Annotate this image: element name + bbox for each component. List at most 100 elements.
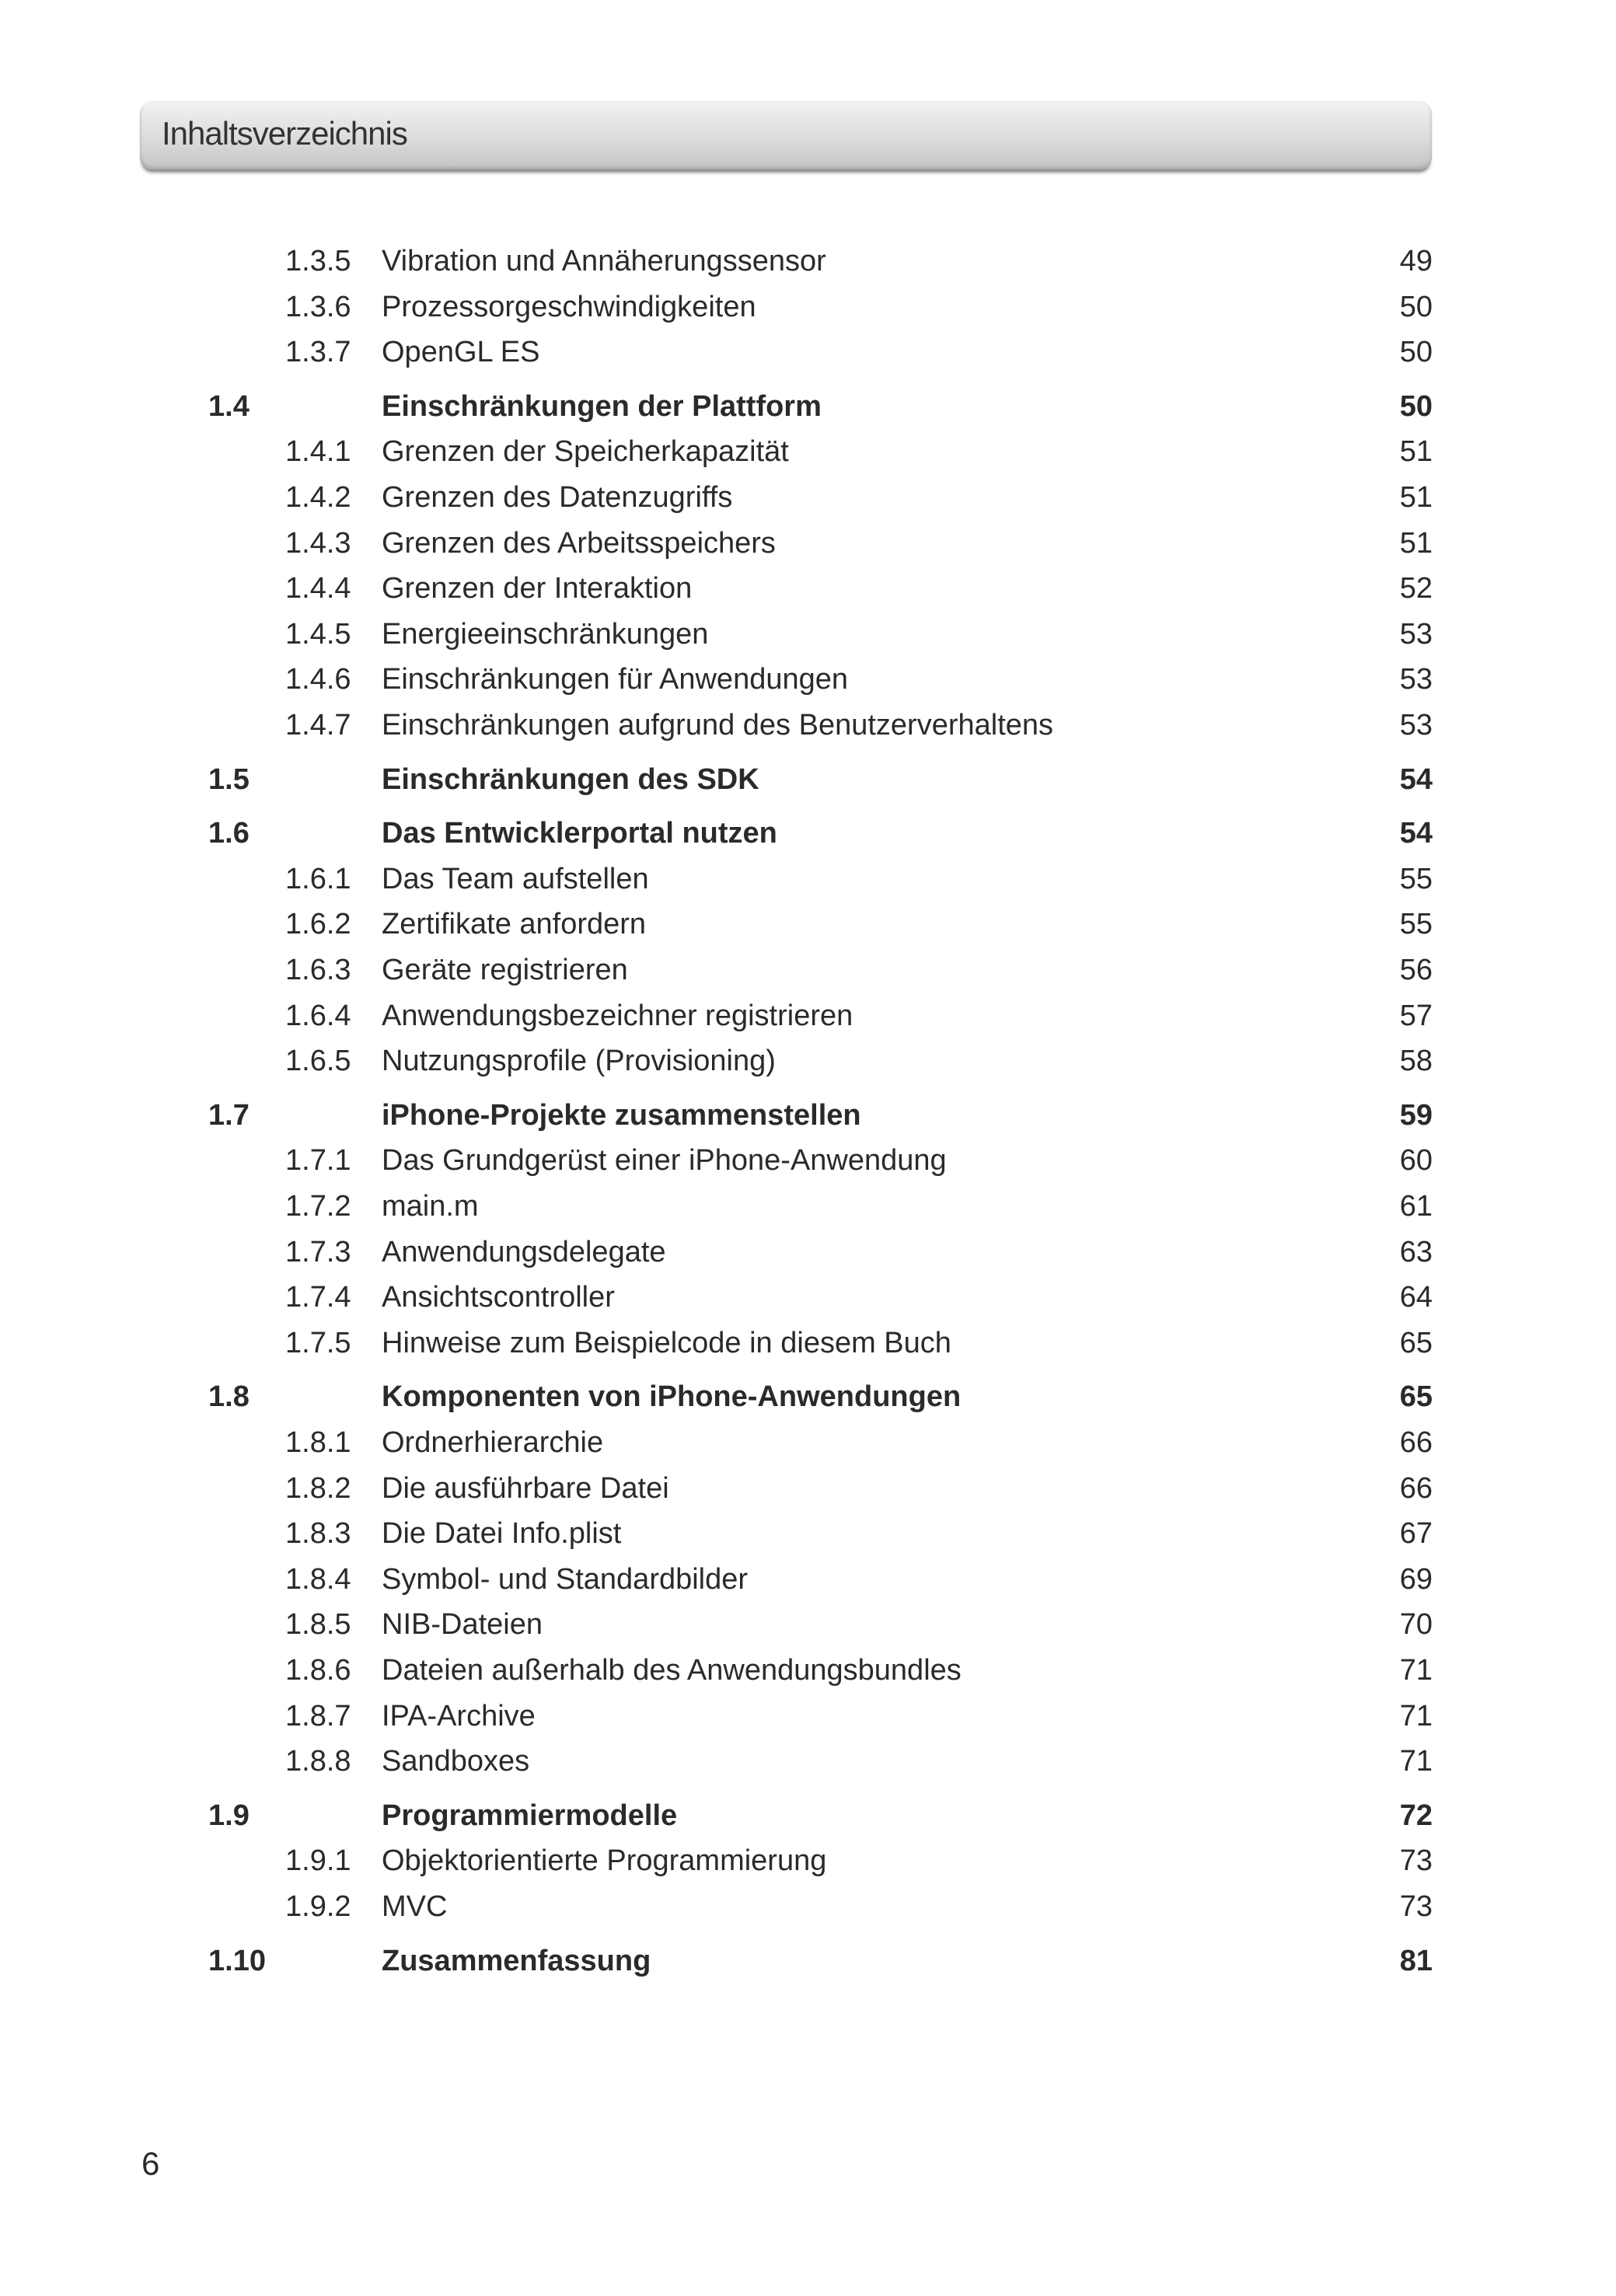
entry-title: Objektorientierte Programmierung [382,1844,827,1878]
entry-title: Programmiermodelle [382,1799,678,1832]
entry-number: 1.8.3 [285,1517,351,1551]
entry-title: Anwendungsbezeichner registrieren [382,999,853,1032]
toc-subsection-entry: 1.4.5 Energieeinschränkungen 53 [0,612,1616,656]
page-number: 6 [141,2145,160,2182]
entry-page: 64 [1399,1281,1433,1314]
toc-subsection-entry: 1.3.7 OpenGL ES 50 [0,330,1616,374]
entry-title: iPhone-Projekte zusammenstellen [382,1098,861,1132]
entry-number: 1.4 [208,389,250,423]
toc-subsection-entry: 1.4.3 Grenzen des Arbeitsspeichers 51 [0,522,1616,565]
entry-title: Grenzen der Interaktion [382,572,693,605]
entry-number: 1.3.7 [285,336,351,369]
entry-number: 1.4.5 [285,617,351,651]
entry-number: 1.7.4 [285,1281,351,1314]
entry-number: 1.5 [208,762,250,796]
toc-subsection-entry: 1.8.6 Dateien außerhalb des Anwendungsbun… [0,1649,1616,1692]
entry-title: Komponenten von iPhone-Anwendungen [382,1380,962,1414]
entry-title: Dateien außerhalb des Anwendungsbundles [382,1654,962,1687]
entry-page: 58 [1399,1045,1433,1078]
entry-number: 1.4.6 [285,663,351,696]
entry-page: 71 [1399,1699,1433,1732]
entry-number: 1.9.1 [285,1844,351,1878]
entry-number: 1.9 [208,1799,250,1832]
entry-title: Das Grundgerüst einer iPhone-Anwendung [382,1144,947,1178]
entry-number: 1.8.7 [285,1699,351,1732]
entry-number: 1.8.4 [285,1562,351,1596]
entry-page: 66 [1399,1471,1433,1505]
toc-section-entry: 1.10 Zusammenfassung 81 [0,1939,1616,1983]
entry-page: 61 [1399,1190,1433,1223]
entry-title: Nutzungsprofile (Provisioning) [382,1045,776,1078]
entry-number: 1.8.2 [285,1471,351,1505]
entry-number: 1.4.3 [285,526,351,560]
entry-title: Grenzen des Arbeitsspeichers [382,526,776,560]
toc-section-entry: 1.5 Einschränkungen des SDK 54 [0,758,1616,801]
entry-page: 50 [1399,389,1433,423]
entry-title: Ordnerhierarchie [382,1426,604,1459]
entry-page: 73 [1399,1844,1433,1878]
entry-number: 1.6 [208,817,250,850]
entry-page: 69 [1399,1562,1433,1596]
entry-title: Das Entwicklerportal nutzen [382,817,777,850]
entry-title: Prozessorgeschwindigkeiten [382,290,756,323]
toc-subsection-entry: 1.8.1 Ordnerhierarchie 66 [0,1421,1616,1464]
entry-title: Hinweise zum Beispielcode in diesem Buch [382,1326,951,1359]
entry-title: Zertifikate anfordern [382,908,647,941]
entry-page: 54 [1399,817,1433,850]
entry-page: 53 [1399,663,1433,696]
toc-subsection-entry: 1.6.3 Geräte registrieren 56 [0,948,1616,992]
toc-subsection-entry: 1.9.2 MVC 73 [0,1885,1616,1928]
entry-page: 73 [1399,1890,1433,1923]
entry-number: 1.9.2 [285,1890,351,1923]
toc-subsection-entry: 1.8.5 NIB-Dateien 70 [0,1603,1616,1646]
entry-page: 60 [1399,1144,1433,1178]
entry-page: 81 [1399,1944,1433,1977]
toc-subsection-entry: 1.8.7 IPA-Archive 71 [0,1694,1616,1738]
entry-title: Einschränkungen für Anwendungen [382,663,849,696]
entry-title: Die ausführbare Datei [382,1471,669,1505]
entry-number: 1.7.3 [285,1235,351,1268]
entry-title: Einschränkungen der Plattform [382,389,822,423]
entry-page: 56 [1399,954,1433,986]
entry-title: Grenzen des Datenzugriffs [382,481,733,514]
toc-subsection-entry: 1.7.3 Anwendungsdelegate 63 [0,1230,1616,1274]
entry-title: NIB-Dateien [382,1608,543,1642]
entry-page: 51 [1399,481,1433,514]
entry-number: 1.3.5 [285,245,351,277]
toc-section-entry: 1.4 Einschränkungen der Plattform 50 [0,385,1616,428]
toc-subsection-entry: 1.6.2 Zertifikate anfordern 55 [0,902,1616,946]
entry-page: 67 [1399,1517,1433,1551]
entry-number: 1.4.1 [285,435,351,469]
entry-page: 65 [1399,1326,1433,1359]
entry-title: Einschränkungen aufgrund des Benutzerver… [382,709,1054,741]
entry-title: Symbol- und Standardbilder [382,1562,749,1596]
toc-subsection-entry: 1.8.3 Die Datei Info.plist 67 [0,1512,1616,1555]
entry-number: 1.7.2 [285,1190,351,1223]
entry-page: 57 [1399,999,1433,1032]
toc-subsection-entry: 1.7.2 main.m 61 [0,1185,1616,1228]
entry-number: 1.6.3 [285,954,351,986]
entry-title: OpenGL ES [382,336,540,369]
entry-number: 1.8.5 [285,1608,351,1642]
toc-subsection-entry: 1.6.4 Anwendungsbezeichner registrieren 57 [0,994,1616,1038]
header-title: Inhaltsverzeichnis [162,115,408,152]
entry-number: 1.8.6 [285,1654,351,1687]
entry-number: 1.6.2 [285,908,351,941]
toc-subsection-entry: 1.7.4 Ansichtscontroller 64 [0,1275,1616,1319]
entry-page: 66 [1399,1426,1433,1459]
toc-subsection-entry: 1.6.5 Nutzungsprofile (Provisioning) 58 [0,1039,1616,1083]
entry-title: Zusammenfassung [382,1944,651,1977]
toc-subsection-entry: 1.7.5 Hinweise zum Beispielcode in diesem… [0,1321,1616,1365]
entry-page: 53 [1399,709,1433,741]
entry-number: 1.4.2 [285,481,351,514]
entry-title: Grenzen der Speicherkapazität [382,435,789,469]
entry-page: 71 [1399,1745,1433,1778]
entry-page: 50 [1399,336,1433,369]
toc-subsection-entry: 1.9.1 Objektorientierte Programmierung 73 [0,1839,1616,1883]
entry-number: 1.6.1 [285,862,351,895]
toc-subsection-entry: 1.4.6 Einschränkungen für Anwendungen 53 [0,658,1616,701]
entry-page: 70 [1399,1608,1433,1642]
toc-section-entry: 1.8 Komponenten von iPhone-Anwendungen 65 [0,1375,1616,1418]
entry-title: MVC [382,1890,448,1923]
entry-title: Sandboxes [382,1745,530,1778]
